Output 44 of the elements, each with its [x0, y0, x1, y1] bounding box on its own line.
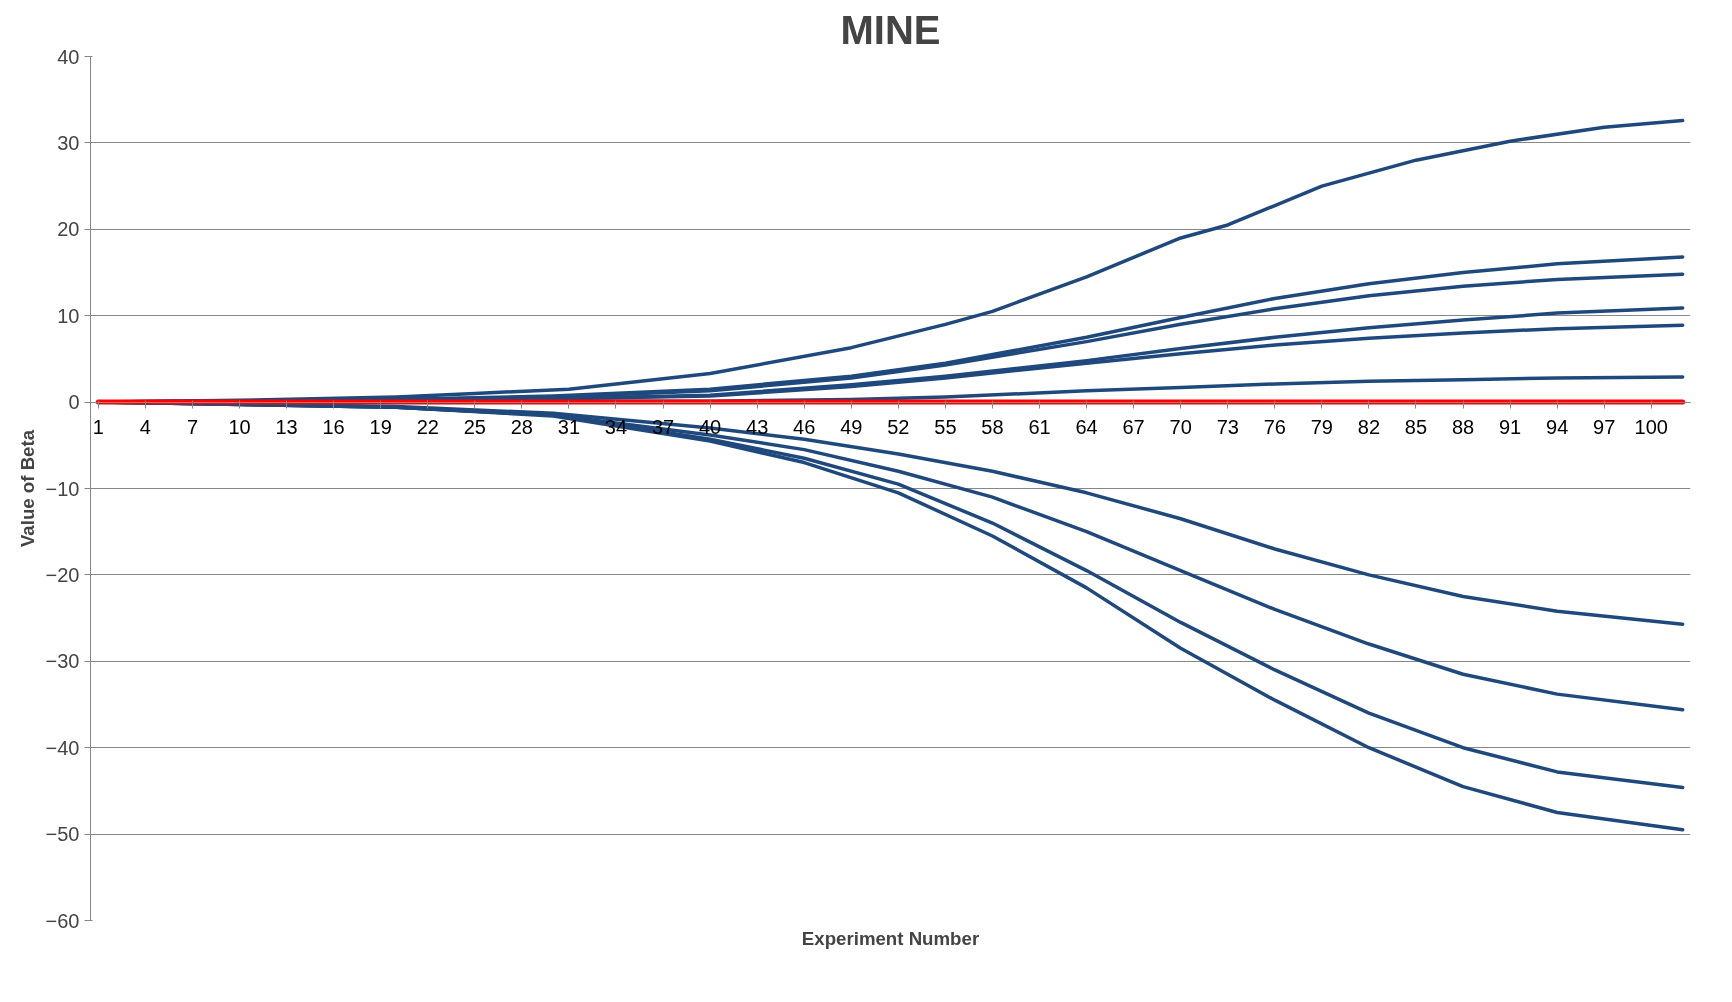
x-tick-label: 70 — [1169, 416, 1192, 439]
x-tick-label: 55 — [934, 416, 957, 439]
x-tick-label: 64 — [1075, 416, 1098, 439]
x-tick-label: 25 — [463, 416, 486, 439]
x-tick-label: 58 — [981, 416, 1004, 439]
x-tick-label: 91 — [1498, 416, 1522, 439]
x-tick-label: 82 — [1357, 416, 1381, 439]
x-tick-label: 73 — [1216, 416, 1239, 439]
y-tick-label: 0 — [68, 391, 80, 414]
x-tick-label: 10 — [228, 416, 251, 439]
y-tick-label: −20 — [45, 563, 80, 586]
x-tick-label: 7 — [186, 416, 199, 439]
x-tick-label: 88 — [1451, 416, 1475, 439]
x-tick-label: 22 — [416, 416, 439, 439]
x-tick-label: 67 — [1122, 416, 1145, 439]
y-tick-label: −50 — [45, 823, 80, 846]
x-tick-label: 94 — [1546, 416, 1569, 439]
x-tick-label: 28 — [510, 416, 533, 439]
x-axis-title: Experiment Number — [801, 927, 980, 949]
x-tick-label: 13 — [275, 416, 298, 439]
y-tick-label: 10 — [57, 304, 80, 327]
y-tick-label: −40 — [45, 736, 80, 759]
x-tick-label: 16 — [322, 416, 345, 439]
x-tick-label: 79 — [1310, 416, 1333, 439]
x-tick-label: 19 — [369, 416, 392, 439]
x-tick-label: 4 — [139, 416, 151, 439]
x-tick-label: 97 — [1593, 416, 1616, 439]
y-tick-label: −30 — [45, 650, 80, 673]
x-tick-label: 76 — [1263, 416, 1286, 439]
x-tick-label: 1 — [92, 416, 104, 439]
y-tick-label: −60 — [45, 909, 80, 932]
x-tick-label: 31 — [557, 416, 581, 439]
x-tick-label: 46 — [793, 416, 816, 439]
chart-title: MINE — [840, 7, 941, 52]
x-tick-label: 49 — [840, 416, 863, 439]
y-tick-label: −10 — [45, 477, 80, 500]
x-tick-label: 85 — [1404, 416, 1428, 439]
x-tick-label: 52 — [887, 416, 910, 439]
y-tick-label: 40 — [57, 45, 80, 68]
y-tick-label: 30 — [57, 131, 80, 154]
x-tick-label: 100 — [1634, 416, 1668, 439]
x-tick-label: 61 — [1028, 416, 1051, 439]
y-tick-label: 20 — [57, 218, 80, 241]
y-axis-title: Value of Beta — [16, 429, 38, 548]
